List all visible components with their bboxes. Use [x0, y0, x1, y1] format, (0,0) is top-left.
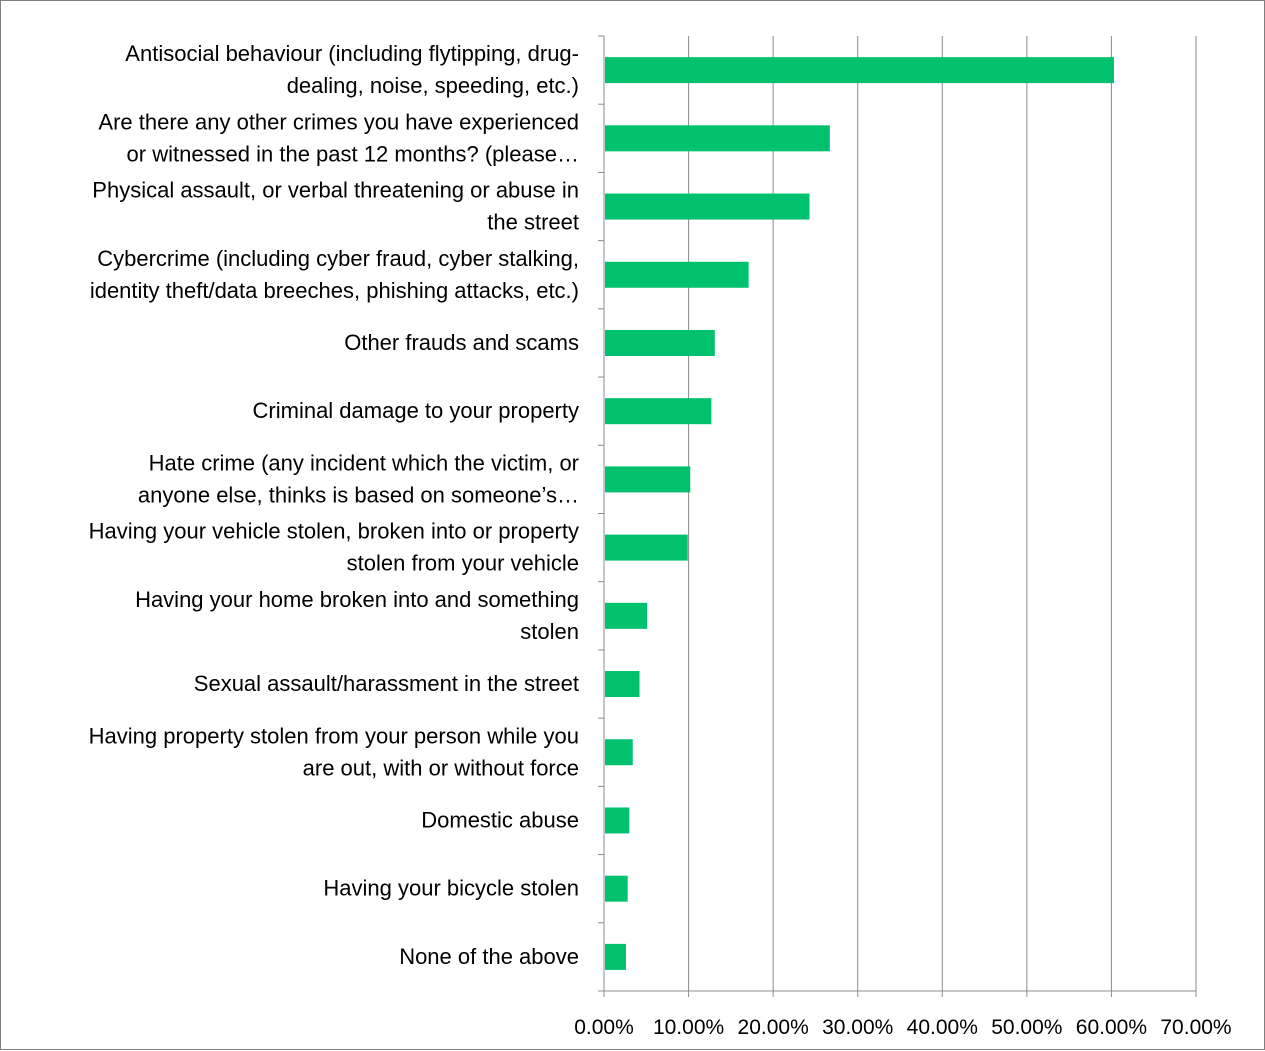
- category-label: Having property stolen from your person …: [89, 723, 579, 748]
- category-label: Physical assault, or verbal threatening …: [92, 178, 579, 203]
- category-label: Hate crime (any incident which the victi…: [149, 450, 579, 475]
- gridlines: [688, 36, 1197, 991]
- x-tick-label: 40.00%: [907, 1016, 978, 1039]
- category-label: identity theft/data breeches, phishing a…: [90, 278, 579, 303]
- category-label: dealing, noise, speeding, etc.): [287, 73, 579, 98]
- x-tick-label: 30.00%: [822, 1016, 893, 1039]
- category-label: Domestic abuse: [421, 807, 579, 832]
- category-label: anyone else, thinks is based on someone’…: [138, 482, 579, 507]
- category-label: None of the above: [399, 944, 579, 969]
- x-tick-label: 0.00%: [574, 1016, 634, 1039]
- bar: [605, 466, 691, 493]
- category-label: Are there any other crimes you have expe…: [98, 109, 579, 134]
- category-label: or witnessed in the past 12 months? (ple…: [127, 141, 579, 166]
- category-label: Having your bicycle stolen: [323, 876, 579, 901]
- category-label: Sexual assault/harassment in the street: [194, 671, 579, 696]
- bar: [605, 807, 630, 834]
- category-label: Having your home broken into and somethi…: [135, 587, 579, 612]
- category-label: Having your vehicle stolen, broken into …: [89, 519, 579, 544]
- category-label: Cybercrime (including cyber fraud, cyber…: [97, 246, 579, 271]
- bar: [605, 534, 688, 561]
- category-label: are out, with or without force: [303, 755, 579, 780]
- bar: [605, 398, 712, 425]
- bars: [605, 57, 1114, 970]
- bar: [605, 943, 626, 970]
- category-label: stolen from your vehicle: [347, 551, 579, 576]
- bar: [605, 329, 715, 356]
- x-tick-label: 70.00%: [1160, 1016, 1231, 1039]
- category-label: Antisocial behaviour (including flytippi…: [125, 41, 579, 66]
- bar: [605, 125, 830, 152]
- x-tick-label: 20.00%: [738, 1016, 809, 1039]
- bar: [605, 193, 810, 220]
- bar: [605, 602, 648, 629]
- x-tick-label: 10.00%: [653, 1016, 724, 1039]
- x-tick-labels: 0.00% 10.00% 20.00% 30.00% 40.00% 50.00% 60.00…: [574, 1016, 1231, 1039]
- x-tick-label: 60.00%: [1076, 1016, 1147, 1039]
- category-label: Other frauds and scams: [344, 330, 579, 355]
- bar: [605, 739, 633, 766]
- bar: [605, 875, 628, 902]
- axes: [598, 35, 1197, 997]
- bar: [605, 57, 1114, 84]
- category-label: Criminal damage to your property: [253, 398, 579, 423]
- bar: [605, 671, 640, 698]
- category-labels: Antisocial behaviour (including flytippi…: [89, 41, 579, 969]
- category-label: stolen: [520, 619, 579, 644]
- x-tick-label: 50.00%: [991, 1016, 1062, 1039]
- category-label: the street: [487, 210, 579, 235]
- bar: [605, 261, 749, 288]
